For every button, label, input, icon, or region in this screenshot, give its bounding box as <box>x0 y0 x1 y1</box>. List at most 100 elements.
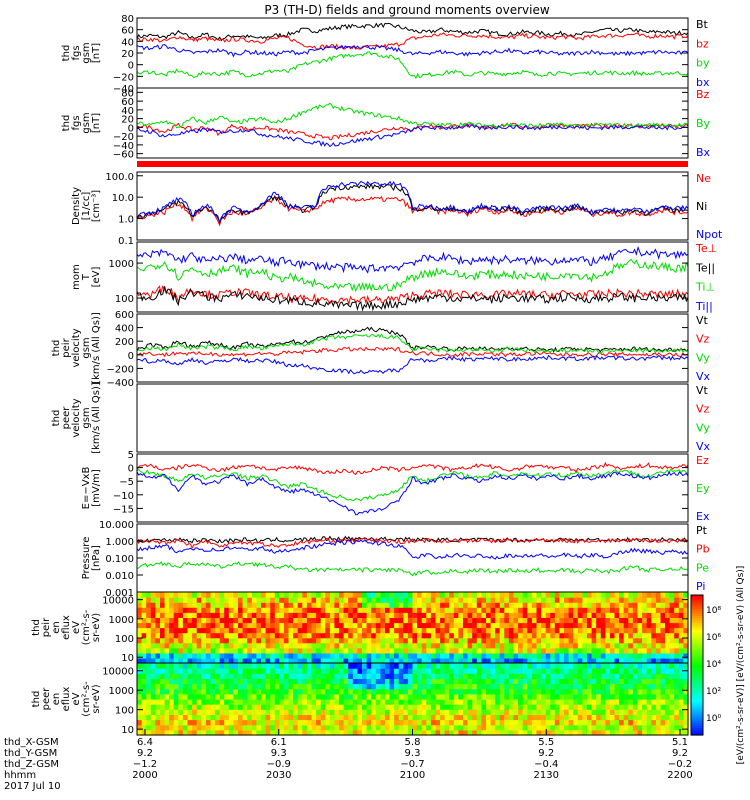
heatmap-cell <box>242 724 248 731</box>
heatmap-cell <box>279 704 285 710</box>
heatmap-cell <box>348 673 354 679</box>
heatmap-cell <box>343 617 349 624</box>
heatmap-cell <box>417 724 423 731</box>
heatmap-cell <box>274 602 280 608</box>
heatmap-cell <box>375 632 381 639</box>
y-label: [km/s (All Qs)] <box>91 382 102 454</box>
heatmap-cell <box>215 637 221 644</box>
heatmap-cell <box>150 678 156 685</box>
heatmap-cell <box>339 719 345 726</box>
heatmap-cell <box>279 637 285 644</box>
heatmap-cell <box>256 683 262 690</box>
heatmap-cell <box>490 657 496 664</box>
heatmap-cell <box>435 617 441 624</box>
heatmap-cell <box>329 627 336 634</box>
heatmap-cell <box>559 709 565 715</box>
heatmap-cell <box>283 699 290 705</box>
heatmap-cell <box>238 729 244 736</box>
heatmap-cell <box>486 693 492 700</box>
heatmap-cell <box>192 699 198 705</box>
heatmap-cell <box>192 617 198 624</box>
heatmap-cell <box>380 688 386 695</box>
heatmap-cell <box>435 647 441 654</box>
heatmap-cell <box>508 668 515 674</box>
heatmap-cell <box>605 719 611 726</box>
heatmap-cell <box>196 627 202 634</box>
heatmap-cell <box>366 617 372 624</box>
heatmap-cell <box>655 652 662 659</box>
heatmap-cell <box>394 642 400 649</box>
heatmap-cell <box>311 683 317 690</box>
heatmap-cell <box>600 647 606 654</box>
heatmap-cell <box>412 592 418 598</box>
heatmap-cell <box>137 617 143 624</box>
heatmap-cell <box>440 632 446 639</box>
heatmap-cell <box>665 607 671 613</box>
heatmap-cell <box>279 607 285 613</box>
heatmap-cell <box>651 627 657 634</box>
heatmap-cell <box>531 637 538 644</box>
heatmap-cell <box>518 729 524 736</box>
heatmap-cell <box>632 704 639 710</box>
heatmap-cell <box>541 632 547 639</box>
heatmap-cell <box>283 683 290 690</box>
heatmap-cell <box>440 699 446 705</box>
heatmap-cell <box>458 592 464 598</box>
heatmap-cell <box>293 637 299 644</box>
heatmap-cell <box>669 592 675 598</box>
heatmap-cell <box>283 709 290 715</box>
heatmap-cell <box>481 663 487 669</box>
heatmap-cell <box>247 729 253 736</box>
heatmap-cell <box>550 642 556 649</box>
heatmap-cell <box>261 719 267 726</box>
heatmap-cell <box>288 642 294 649</box>
heatmap-cell <box>219 602 225 608</box>
heatmap-cell <box>357 683 363 690</box>
heatmap-cell <box>536 617 542 624</box>
heatmap-cell <box>587 657 593 664</box>
heatmap-cell <box>270 652 276 659</box>
heatmap-cell <box>173 663 179 669</box>
heatmap-cell <box>352 617 358 624</box>
heatmap-cell <box>343 709 349 715</box>
heatmap-cell <box>518 657 524 664</box>
heatmap-cell <box>283 642 290 649</box>
heatmap-cell <box>486 632 492 639</box>
heatmap-cell <box>279 663 285 669</box>
heatmap-cell <box>596 714 602 721</box>
heatmap-cell <box>458 729 464 736</box>
heatmap-cell <box>605 699 611 705</box>
heatmap-cell <box>137 729 143 736</box>
heatmap-cell <box>228 688 234 695</box>
heatmap-cell <box>614 709 620 715</box>
heatmap-cell <box>380 652 386 659</box>
heatmap-cell <box>444 622 450 629</box>
heatmap-cell <box>417 699 423 705</box>
heatmap-cell <box>160 612 166 618</box>
heatmap-cell <box>173 657 179 664</box>
heatmap-cell <box>343 627 349 634</box>
heatmap-cell <box>453 637 459 644</box>
heatmap-cell <box>302 688 308 695</box>
heatmap-cell <box>366 688 372 695</box>
heatmap-cell <box>642 704 648 710</box>
heatmap-cell <box>568 642 574 649</box>
heatmap-cell <box>430 683 437 690</box>
heatmap-cell <box>196 642 202 649</box>
heatmap-cell <box>449 663 455 669</box>
legend-item: Ti⊥ <box>695 281 715 294</box>
heatmap-cell <box>380 627 386 634</box>
heatmap-cell <box>545 642 551 649</box>
heatmap-cell <box>150 607 156 613</box>
heatmap-cell <box>665 602 671 608</box>
heatmap-cell <box>646 592 652 598</box>
heatmap-cell <box>536 673 542 679</box>
heatmap-cell <box>453 683 459 690</box>
heatmap-cell <box>559 622 565 629</box>
heatmap-cell <box>320 597 326 603</box>
heatmap-cell <box>504 673 510 679</box>
heatmap-cell <box>173 602 179 608</box>
heatmap-cell <box>302 709 308 715</box>
heatmap-cell <box>169 647 175 654</box>
